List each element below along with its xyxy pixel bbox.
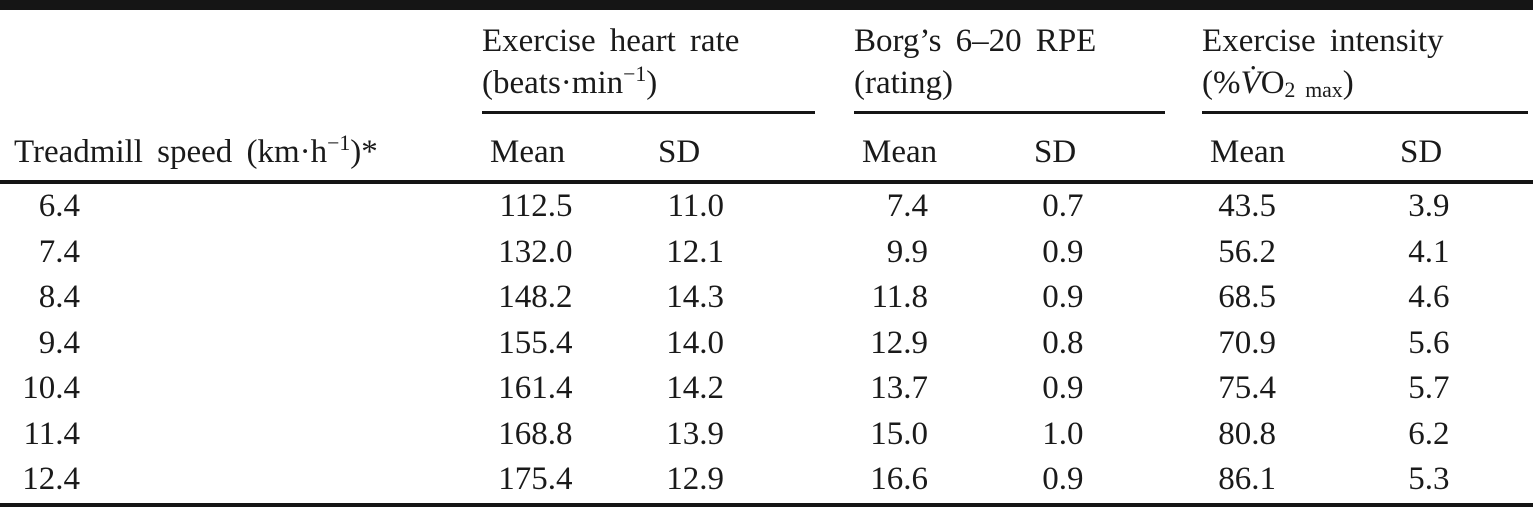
cell-intensity-mean: 70.9: [1218, 324, 1277, 361]
cell-rpe-mean: 11.8: [871, 279, 929, 316]
cell-intensity-sd: 5.7: [1408, 370, 1450, 407]
cell-intensity-sd: 3.9: [1408, 188, 1450, 225]
table-row: 10.4 161.4 14.2 13.7 0.9 75.4 5.7: [0, 366, 1533, 412]
cell-hr-sd: 14.0: [666, 324, 724, 361]
cell-hr-mean: 161.4: [498, 370, 573, 407]
cell-intensity-sd: 4.1: [1408, 233, 1450, 270]
cell-intensity-mean: 68.5: [1218, 279, 1277, 316]
column-header-rpe-sd: SD: [1022, 114, 1199, 184]
superscript-exponent: −1: [327, 131, 351, 156]
superscript-exponent: −1: [623, 62, 647, 87]
cell-intensity-mean: 43.5: [1218, 188, 1277, 225]
cell-speed: 12.4: [22, 461, 80, 498]
group-header-intensity-text: Exercise intensity (%V̇O2 max): [1202, 20, 1529, 114]
cell-speed: 7.4: [38, 233, 80, 270]
column-header-intensity-sd: SD: [1388, 114, 1533, 184]
cell-hr-mean: 155.4: [498, 324, 573, 361]
column-header-hr-mean: Mean: [478, 114, 646, 184]
column-header-hr-sd: SD: [646, 114, 851, 184]
cell-hr-mean: 175.4: [498, 461, 573, 498]
cell-hr-mean: 148.2: [498, 279, 573, 316]
subscript-max: max: [1305, 77, 1343, 102]
table-row: 9.4 155.4 14.0 12.9 0.8 70.9 5.6: [0, 321, 1533, 367]
cell-rpe-sd: 0.9: [1042, 233, 1084, 270]
cell-hr-sd: 14.2: [666, 370, 724, 407]
group-intensity-unit: (%V̇O2 max): [1202, 65, 1354, 102]
cell-hr-mean: 112.5: [499, 188, 573, 225]
subscript-2: 2: [1284, 77, 1296, 102]
cell-speed: 10.4: [22, 370, 80, 407]
cell-rpe-mean: 16.6: [870, 461, 929, 498]
cell-intensity-sd: 6.2: [1408, 415, 1450, 452]
group-rpe-title: Borg’s 6–20 RPE: [854, 23, 1097, 59]
cell-intensity-sd: 5.6: [1408, 324, 1450, 361]
group-heart-rate-title: Exercise heart rate: [482, 23, 740, 59]
cell-rpe-sd: 0.9: [1042, 279, 1084, 316]
cell-speed: 9.4: [38, 324, 80, 361]
cell-hr-mean: 132.0: [498, 233, 573, 270]
cell-intensity-mean: 56.2: [1218, 233, 1277, 270]
cell-rpe-mean: 15.0: [870, 415, 929, 452]
table-row: 7.4 132.0 12.1 9.9 0.9 56.2 4.1: [0, 230, 1533, 276]
cell-speed: 6.4: [38, 188, 80, 225]
group-heart-rate-unit: (beats·min−1): [482, 62, 658, 101]
group-header-row: Exercise heart rate (beats·min−1) Borg’s…: [0, 5, 1533, 114]
cell-rpe-mean: 13.7: [870, 370, 929, 407]
group-header-spacer: [0, 5, 478, 114]
table-row: 11.4 168.8 13.9 15.0 1.0 80.8 6.2: [0, 412, 1533, 458]
column-header-treadmill-speed: Treadmill speed (km·h−1)*: [0, 114, 478, 184]
group-header-intensity: Exercise intensity (%V̇O2 max): [1198, 5, 1533, 114]
cell-intensity-sd: 4.6: [1408, 279, 1450, 316]
column-header-intensity-mean: Mean: [1198, 114, 1389, 184]
cell-hr-mean: 168.8: [498, 415, 573, 452]
table-body: 6.4 112.5 11.0 7.4 0.7 43.5 3.9 7.4 132.…: [0, 182, 1533, 505]
group-header-heart-rate-text: Exercise heart rate (beats·min−1): [482, 20, 816, 114]
cell-intensity-mean: 75.4: [1218, 370, 1277, 407]
cell-speed: 11.4: [23, 415, 80, 452]
cell-hr-sd: 12.9: [666, 461, 724, 498]
group-intensity-title: Exercise intensity: [1202, 23, 1444, 59]
group-header-rpe-text: Borg’s 6–20 RPE (rating): [854, 20, 1166, 114]
table-header: Exercise heart rate (beats·min−1) Borg’s…: [0, 5, 1533, 184]
cell-speed: 8.4: [38, 279, 80, 316]
cell-rpe-mean: 9.9: [886, 233, 929, 270]
table-row: 8.4 148.2 14.3 11.8 0.9 68.5 4.6: [0, 275, 1533, 321]
table-row: 6.4 112.5 11.0 7.4 0.7 43.5 3.9: [0, 182, 1533, 230]
cell-hr-sd: 14.3: [666, 279, 724, 316]
cell-rpe-mean: 12.9: [870, 324, 929, 361]
group-header-heart-rate: Exercise heart rate (beats·min−1): [478, 5, 850, 114]
cell-rpe-sd: 0.9: [1042, 461, 1084, 498]
group-rpe-unit: (rating): [854, 65, 953, 101]
cell-hr-sd: 12.1: [666, 233, 724, 270]
cell-intensity-mean: 80.8: [1218, 415, 1277, 452]
table-row: 12.4 175.4 12.9 16.6 0.9 86.1 5.3: [0, 457, 1533, 505]
cell-intensity-mean: 86.1: [1218, 461, 1277, 498]
cell-hr-sd: 13.9: [666, 415, 724, 452]
cell-rpe-sd: 0.9: [1042, 370, 1084, 407]
column-header-rpe-mean: Mean: [850, 114, 1023, 184]
cell-intensity-sd: 5.3: [1408, 461, 1450, 498]
cell-rpe-mean: 7.4: [886, 188, 929, 225]
cell-rpe-sd: 0.8: [1042, 324, 1084, 361]
group-header-rpe: Borg’s 6–20 RPE (rating): [850, 5, 1198, 114]
vdot-symbol: V̇: [1240, 65, 1261, 101]
cell-rpe-sd: 0.7: [1042, 188, 1084, 225]
cell-hr-sd: 11.0: [667, 188, 724, 225]
column-header-row: Treadmill speed (km·h−1)* Mean SD Mean S…: [0, 114, 1533, 184]
cell-rpe-sd: 1.0: [1042, 415, 1084, 452]
